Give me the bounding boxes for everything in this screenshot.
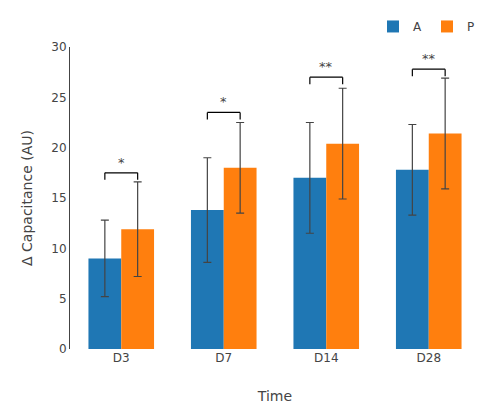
svg-text:D28: D28: [416, 351, 441, 365]
svg-text:**: **: [422, 51, 436, 66]
svg-text:**: **: [319, 59, 333, 74]
svg-text:D14: D14: [314, 351, 339, 365]
svg-text:D3: D3: [113, 351, 130, 365]
svg-text:5: 5: [59, 292, 67, 306]
svg-text:D7: D7: [215, 351, 232, 365]
svg-text:30: 30: [51, 40, 66, 54]
svg-text:*: *: [220, 94, 227, 109]
svg-text:20: 20: [51, 141, 66, 155]
svg-text:Δ Capacitance (AU): Δ Capacitance (AU): [19, 130, 35, 266]
svg-text:10: 10: [51, 242, 66, 256]
svg-text:*: *: [118, 155, 125, 170]
svg-text:0: 0: [59, 342, 67, 356]
svg-text:15: 15: [51, 191, 66, 205]
svg-text:Time: Time: [257, 388, 292, 404]
svg-text:A: A: [413, 20, 422, 34]
svg-text:P: P: [467, 20, 474, 34]
svg-text:25: 25: [51, 91, 66, 105]
